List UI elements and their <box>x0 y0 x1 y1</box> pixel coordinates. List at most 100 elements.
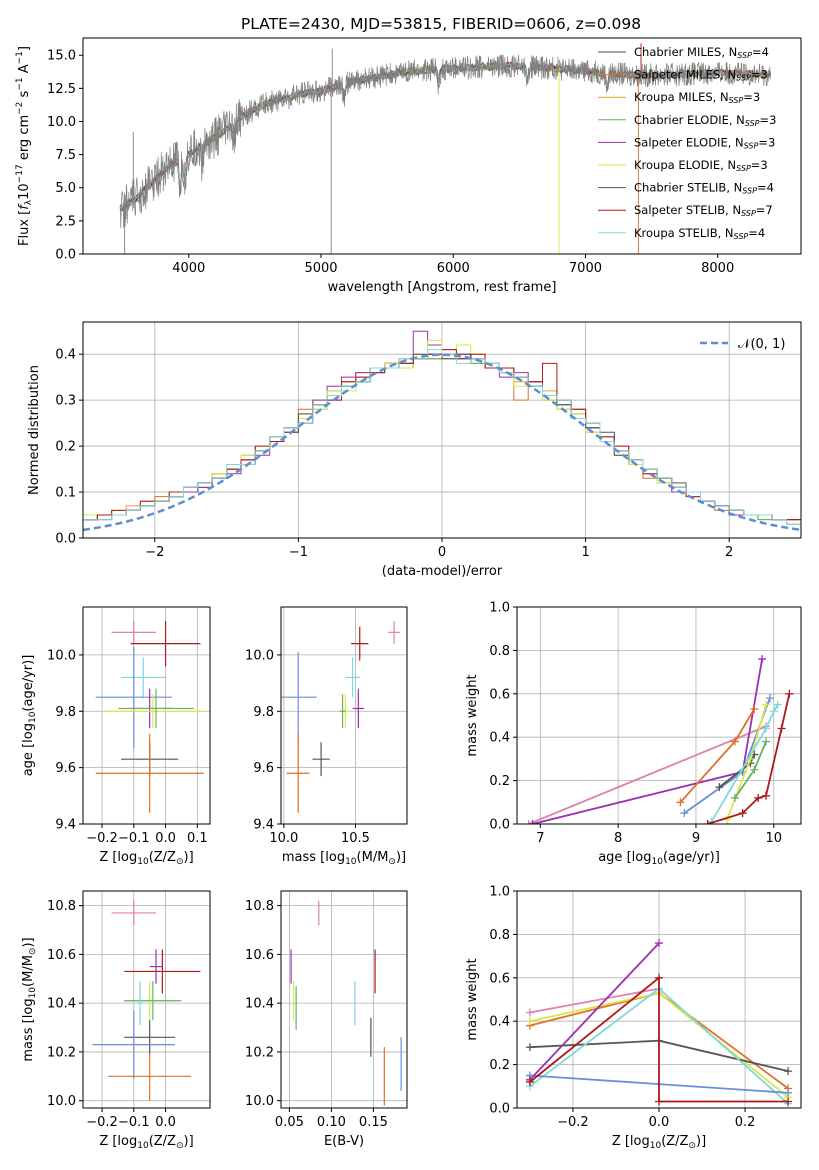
y-tick-label: 10.6 <box>47 948 76 963</box>
x-tick-label: 4000 <box>172 261 205 276</box>
weight-marker <box>784 1088 793 1097</box>
y-tick-label: 15.0 <box>47 49 76 64</box>
y-axis-label: Normed distribution <box>27 365 42 495</box>
x-axis-label: E(B-V) <box>324 1134 364 1149</box>
y-tick-label: 9.8 <box>253 705 274 720</box>
panel-8: −0.2 0.0 0.2 0.0 0.2 0.4 0.6 0.8 1.0 Z [log10(Z/Z… <box>465 885 802 1151</box>
y-tick-label: 0.2 <box>55 440 76 455</box>
y-axis-label: Flux [fλ10−17 erg cm−2 s−1 A−1] <box>15 46 34 246</box>
plot-area <box>281 621 400 813</box>
x-tick-label: 0.0 <box>649 1115 670 1130</box>
x-tick-label: −0.1 <box>118 831 150 846</box>
axes-frame <box>82 606 211 825</box>
weight-marker <box>761 724 770 733</box>
y-tick-label: 0.2 <box>489 774 510 789</box>
x-tick-label: 10 <box>765 831 782 846</box>
weight-marker <box>784 1067 793 1076</box>
x-tick-label: 6000 <box>437 261 470 276</box>
axes-frame <box>82 37 802 255</box>
x-axis-label: Z [log10(Z/Z⊙)] <box>99 850 193 867</box>
weight-marker <box>715 783 724 792</box>
gaussian-curve <box>83 353 801 532</box>
x-tick-label: 10.0 <box>269 831 298 846</box>
y-tick-label: 0.0 <box>55 532 76 547</box>
legend-entry: Salpeter ELODIE, NSSP=3 <box>634 135 775 150</box>
weight-marker <box>528 820 537 824</box>
x-tick-label: 7 <box>536 831 544 846</box>
y-tick-label: 0.4 <box>489 1015 510 1030</box>
weight-marker <box>525 1077 534 1086</box>
y-tick-label: 10.4 <box>245 997 274 1012</box>
weight-marker <box>676 798 685 807</box>
weight-marker <box>761 737 770 746</box>
y-tick-label: 10.0 <box>47 648 76 663</box>
weight-marker <box>738 809 747 818</box>
y-axis-label: mass [log10(M/M⊙)] <box>21 937 38 1061</box>
weight-marker <box>655 939 663 948</box>
y-tick-label: 0.4 <box>55 348 76 363</box>
axes-frame <box>82 890 211 1109</box>
plot-area <box>290 900 402 1106</box>
legend-entry: Salpeter STELIB, NSSP=7 <box>634 203 773 218</box>
y-tick-label: 2.5 <box>55 214 76 229</box>
y-axis-label: mass weight <box>465 958 480 1040</box>
x-tick-label: 0.10 <box>317 1115 346 1130</box>
plot-area <box>119 43 772 254</box>
y-axis-label: age [log10(age/yr)] <box>21 655 38 777</box>
x-axis-label: Z [log10(Z/Z⊙)] <box>99 1134 193 1151</box>
y-tick-label: 0.0 <box>55 248 76 263</box>
weight-marker <box>525 1043 534 1052</box>
legend: 𝒩(0, 1) <box>700 337 785 352</box>
x-tick-label: 10.5 <box>341 831 370 846</box>
y-tick-label: 12.5 <box>47 82 76 97</box>
plot-area <box>525 939 793 1108</box>
x-axis-label: mass [log10(M/M⊙)] <box>282 850 406 867</box>
weight-line <box>679 708 756 803</box>
weight-marker <box>730 793 739 802</box>
y-tick-label: 7.5 <box>55 148 76 163</box>
y-tick-label: 0.2 <box>489 1058 510 1073</box>
legend-entry: Chabrier STELIB, NSSP=4 <box>634 181 774 196</box>
x-tick-label: 0.0 <box>155 1115 176 1130</box>
weight-marker <box>750 704 759 713</box>
plot-area <box>83 330 801 538</box>
panel-2: 𝒩(0, 1) −2 −1 0 1 2 0.0 0.1 0.2 0.3 0.4 (data-model… <box>27 321 802 579</box>
weight-marker <box>525 1008 534 1017</box>
weight-marker <box>703 820 712 824</box>
panel-4: 10.0 10.5 9.4 9.6 9.8 10.0 mass [log10(M/M⊙)] <box>245 606 408 867</box>
panel-7: 0.05 0.10 0.15 10.0 10.2 10.4 10.6 10.8 E(B-V) <box>245 890 408 1149</box>
x-tick-label: −0.2 <box>557 1115 589 1130</box>
plot-area <box>92 900 201 1101</box>
weight-marker <box>525 1017 534 1026</box>
y-tick-label: 5.0 <box>55 181 76 196</box>
weight-line <box>529 942 660 1081</box>
y-tick-label: 10.0 <box>47 115 76 130</box>
weight-marker <box>773 700 782 709</box>
weight-marker <box>680 809 689 818</box>
x-axis-label: (data-model)/error <box>382 564 503 579</box>
y-tick-label: 0.8 <box>489 644 510 659</box>
weight-line <box>529 987 660 1014</box>
x-tick-label: 0.0 <box>155 831 176 846</box>
x-tick-label: 0.2 <box>735 1115 756 1130</box>
y-tick-label: 0.6 <box>489 971 510 986</box>
y-axis-label: mass weight <box>465 674 480 756</box>
x-tick-label: −0.1 <box>118 1115 150 1130</box>
y-tick-label: 10.0 <box>245 648 274 663</box>
weight-marker <box>784 1097 793 1106</box>
x-tick-label: 0.15 <box>359 1115 388 1130</box>
x-tick-label: −0.2 <box>86 1115 118 1130</box>
weight-line <box>710 704 779 823</box>
y-tick-label: 10.2 <box>245 1045 274 1060</box>
weight-marker <box>655 1097 663 1106</box>
y-tick-label: 9.8 <box>55 705 76 720</box>
weight-marker <box>785 689 794 698</box>
y-tick-label: 9.6 <box>55 761 76 776</box>
weight-line <box>528 725 767 824</box>
panel-3: −0.2 −0.1 0.0 0.1 9.4 9.6 9.8 10.0 Z [log10(Z/Z⊙… <box>21 606 211 867</box>
plot-area <box>95 621 204 813</box>
weight-marker <box>730 737 739 746</box>
axes-frame <box>516 606 802 825</box>
y-tick-label: 0.0 <box>489 1102 510 1117</box>
panel-5: 7 8 9 10 0.0 0.2 0.4 0.6 0.8 1.0 age [log10(age/yr… <box>465 601 802 867</box>
